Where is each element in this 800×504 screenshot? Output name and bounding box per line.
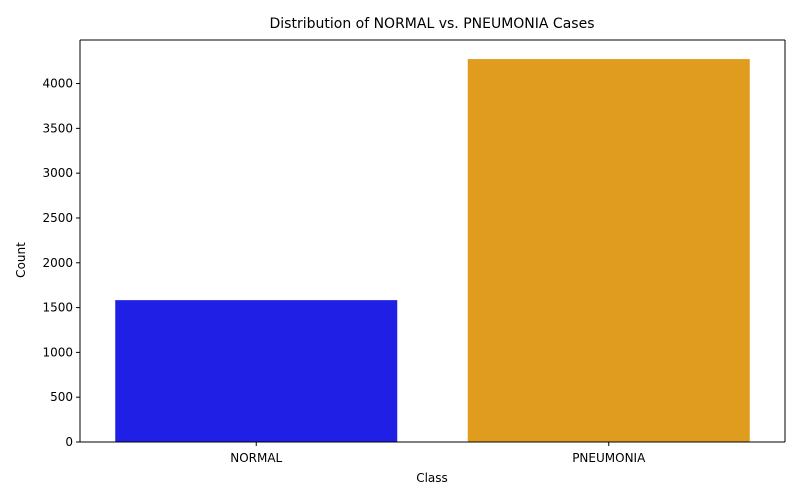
x-tick-label: NORMAL [230,451,282,465]
y-tick-label: 500 [50,390,73,404]
bars-group [115,59,750,443]
x-axis-ticks: NORMAL PNEUMONIA [230,442,646,465]
bar-pneumonia [467,59,750,443]
y-tick-label: 0 [65,435,73,449]
y-tick-label: 4000 [42,77,73,91]
y-tick-label: 1500 [42,301,73,315]
y-tick-label: 2500 [42,211,73,225]
y-axis-label: Count [14,242,28,278]
x-tick-label: PNEUMONIA [572,451,646,465]
bar-normal [115,300,398,442]
y-tick-label: 3500 [42,121,73,135]
y-tick-label: 2000 [42,256,73,270]
chart-title: Distribution of NORMAL vs. PNEUMONIA Cas… [270,16,595,32]
y-tick-label: 3000 [42,166,73,180]
y-tick-label: 1000 [42,345,73,359]
x-axis-label: Class [416,471,448,485]
y-axis-ticks: 0 500 1000 1500 2000 2500 3000 3500 4000 [42,77,80,449]
